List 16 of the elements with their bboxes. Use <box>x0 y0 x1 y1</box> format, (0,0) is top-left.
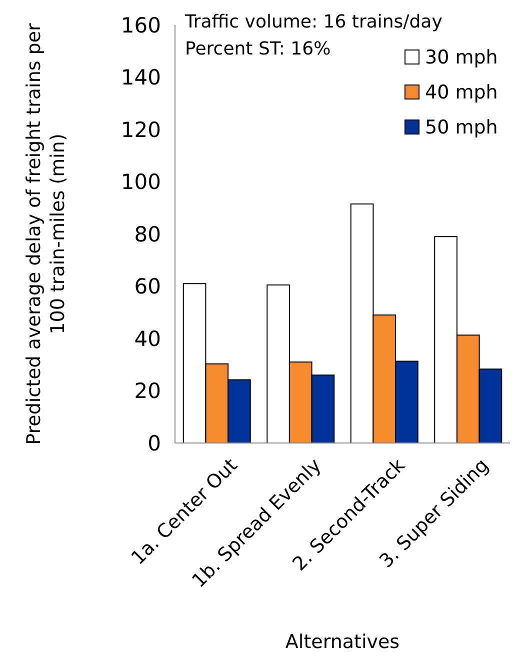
y-axis-title: Predicted average delay of freight trains per 100 train-miles (min) <box>23 22 69 445</box>
y-tick-label: 140 <box>120 66 161 90</box>
y-tick-label: 100 <box>120 170 161 194</box>
legend-label: 40 mph <box>425 82 498 104</box>
x-axis-title: Alternatives <box>285 631 400 653</box>
y-tick-label: 60 <box>134 274 161 299</box>
annotation: Percent ST: 16% <box>185 38 331 60</box>
legend-label: 50 mph <box>425 116 498 139</box>
y-tick-label: 0 <box>148 431 161 456</box>
y-tick-label: 120 <box>120 118 161 142</box>
y-tick-label: 40 <box>134 326 161 351</box>
legend-label: 30 mph <box>425 46 498 69</box>
y-tick-label: 20 <box>134 379 161 404</box>
y-tick-label: 80 <box>134 222 161 246</box>
annotation: Traffic volume: 16 trains/day <box>184 11 443 32</box>
y-tick-label: 160 <box>120 13 161 38</box>
